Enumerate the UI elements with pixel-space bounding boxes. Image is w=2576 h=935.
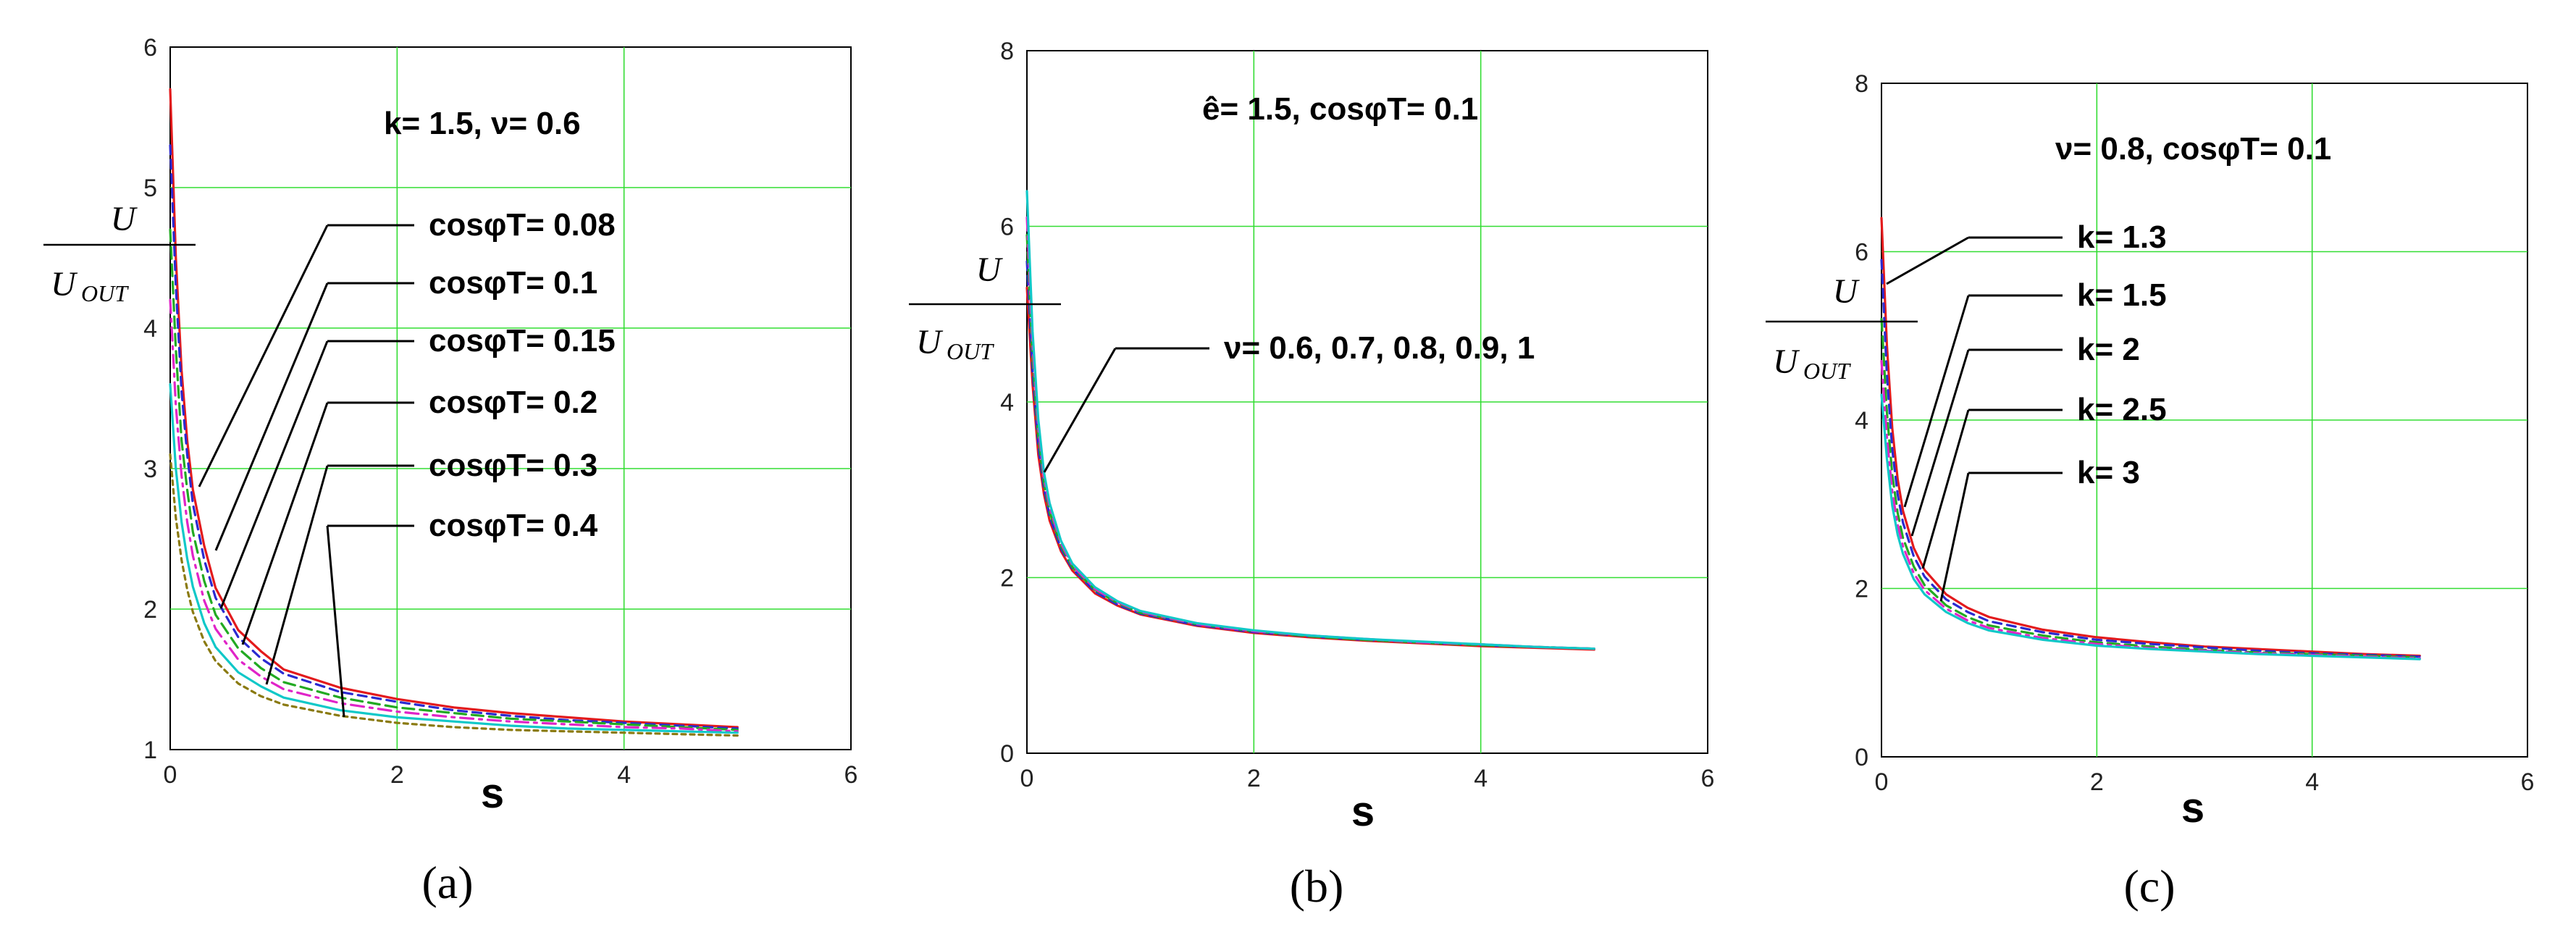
x-tick-label: 6 bbox=[1701, 765, 1715, 792]
panel-title: ê= 1.5, cosφT= 0.1 bbox=[1202, 91, 1478, 127]
series-callout-label: k= 1.5 bbox=[2077, 277, 2167, 313]
series-line-2 bbox=[1880, 259, 2421, 658]
x-axis-label: s bbox=[481, 770, 504, 817]
x-axis-label: s bbox=[2181, 784, 2204, 831]
series-line-2 bbox=[169, 144, 739, 730]
series-line-5 bbox=[1880, 393, 2421, 661]
series-callout-label: ν= 0.6, 0.7, 0.8, 0.9, 1 bbox=[1224, 330, 1535, 366]
x-axis-label: s bbox=[1351, 788, 1375, 835]
callout-leader bbox=[265, 465, 329, 685]
y-axis-label-denominator: U bbox=[1773, 343, 1800, 381]
x-tick-label: 0 bbox=[1875, 768, 1889, 796]
plot-area bbox=[169, 46, 852, 750]
x-tick-label: 6 bbox=[844, 761, 858, 789]
callout-leader bbox=[326, 525, 345, 718]
panel-caption: (a) bbox=[421, 857, 473, 908]
series-callout-label: k= 2 bbox=[2077, 332, 2140, 367]
x-tick-label: 0 bbox=[1020, 765, 1034, 792]
panel-title: k= 1.5, ν= 0.6 bbox=[384, 106, 581, 141]
series-line-5 bbox=[169, 383, 739, 734]
series-callout-label: k= 1.3 bbox=[2077, 219, 2167, 255]
series-callout-label: cosφT= 0.2 bbox=[429, 385, 597, 420]
y-tick-label: 4 bbox=[1855, 407, 1868, 435]
series-callout-label: k= 3 bbox=[2077, 455, 2140, 490]
callout-leader bbox=[1043, 348, 1117, 473]
y-axis-label-numerator: U bbox=[111, 200, 138, 238]
x-tick-label: 6 bbox=[2521, 768, 2535, 796]
callout-leader bbox=[214, 282, 329, 551]
y-axis-label-denominator-sub: OUT bbox=[1803, 358, 1851, 384]
y-tick-label: 8 bbox=[1000, 38, 1014, 65]
series-callout-label: k= 2.5 bbox=[2077, 392, 2167, 427]
callout-leader bbox=[1921, 409, 1970, 569]
y-axis-label-denominator: U bbox=[51, 265, 78, 303]
y-tick-label: 0 bbox=[1000, 740, 1014, 768]
x-tick-label: 4 bbox=[2305, 768, 2319, 796]
chart-panel-c: 0 2 4 6 0 2 4 6 8 ν= 0.8, cosφT= 0.1 k= 1.3 k= 1.5 k… bbox=[1766, 70, 2534, 912]
x-tick-label: 4 bbox=[1474, 765, 1488, 792]
x-tick-label: 4 bbox=[617, 761, 631, 789]
y-tick-label: 0 bbox=[1855, 744, 1868, 771]
series-line-4 bbox=[169, 298, 739, 733]
series-callout-label: cosφT= 0.3 bbox=[429, 448, 597, 483]
series-line-6 bbox=[169, 453, 739, 737]
y-tick-label: 2 bbox=[143, 596, 157, 624]
y-tick-label: 6 bbox=[143, 34, 157, 62]
y-axis-label-denominator-sub: OUT bbox=[81, 280, 129, 306]
callout-leader bbox=[1910, 349, 1970, 537]
series-callout-label: cosφT= 0.4 bbox=[429, 508, 598, 543]
x-tick-label: 2 bbox=[2090, 768, 2104, 796]
y-tick-label: 6 bbox=[1000, 214, 1014, 241]
callout-leader bbox=[1903, 295, 1970, 508]
callout-leader bbox=[241, 402, 329, 645]
y-tick-label: 4 bbox=[143, 315, 157, 343]
panel-caption: (c) bbox=[2123, 860, 2175, 912]
x-tick-label: 2 bbox=[390, 761, 404, 789]
y-axis-label-numerator: U bbox=[976, 251, 1004, 289]
y-tick-label: 2 bbox=[1855, 576, 1868, 603]
y-tick-label: 4 bbox=[1000, 389, 1014, 416]
y-axis-label-denominator-sub: OUT bbox=[947, 338, 994, 364]
series-callout-label: cosφT= 0.08 bbox=[429, 207, 616, 243]
callout-leader bbox=[1886, 236, 1969, 285]
series-line-1 bbox=[1880, 217, 2421, 658]
callout-leader bbox=[219, 340, 329, 609]
chart-panel-a: 0 2 4 6 1 2 3 4 5 6 k= 1.5, ν= 0.6 cosφT= 0.08 cosφT… bbox=[43, 34, 857, 908]
x-tick-label: 0 bbox=[164, 761, 177, 789]
y-tick-label: 3 bbox=[143, 456, 157, 483]
callout-leader bbox=[198, 225, 329, 487]
panel-caption: (b) bbox=[1290, 860, 1344, 912]
y-tick-label: 6 bbox=[1855, 239, 1868, 267]
callout-leader bbox=[1939, 472, 1970, 602]
y-tick-label: 5 bbox=[143, 175, 157, 202]
x-tick-label: 2 bbox=[1247, 765, 1261, 792]
y-axis-label-numerator: U bbox=[1833, 272, 1860, 311]
panel-title: ν= 0.8, cosφT= 0.1 bbox=[2055, 131, 2331, 167]
y-tick-label: 1 bbox=[143, 737, 157, 764]
chart-panel-b: 0 2 4 6 0 2 4 6 8 ê= 1.5, cosφT= 0.1 ν= 0.6, 0.7, … bbox=[909, 38, 1714, 912]
series-line-3 bbox=[169, 228, 739, 731]
series-callout-label: cosφT= 0.1 bbox=[429, 265, 597, 301]
y-tick-label: 2 bbox=[1000, 565, 1014, 592]
y-tick-label: 8 bbox=[1855, 70, 1868, 98]
y-axis-label-denominator: U bbox=[916, 323, 944, 361]
series-callout-label: cosφT= 0.15 bbox=[429, 323, 616, 359]
series-line-5 bbox=[1025, 190, 1595, 650]
